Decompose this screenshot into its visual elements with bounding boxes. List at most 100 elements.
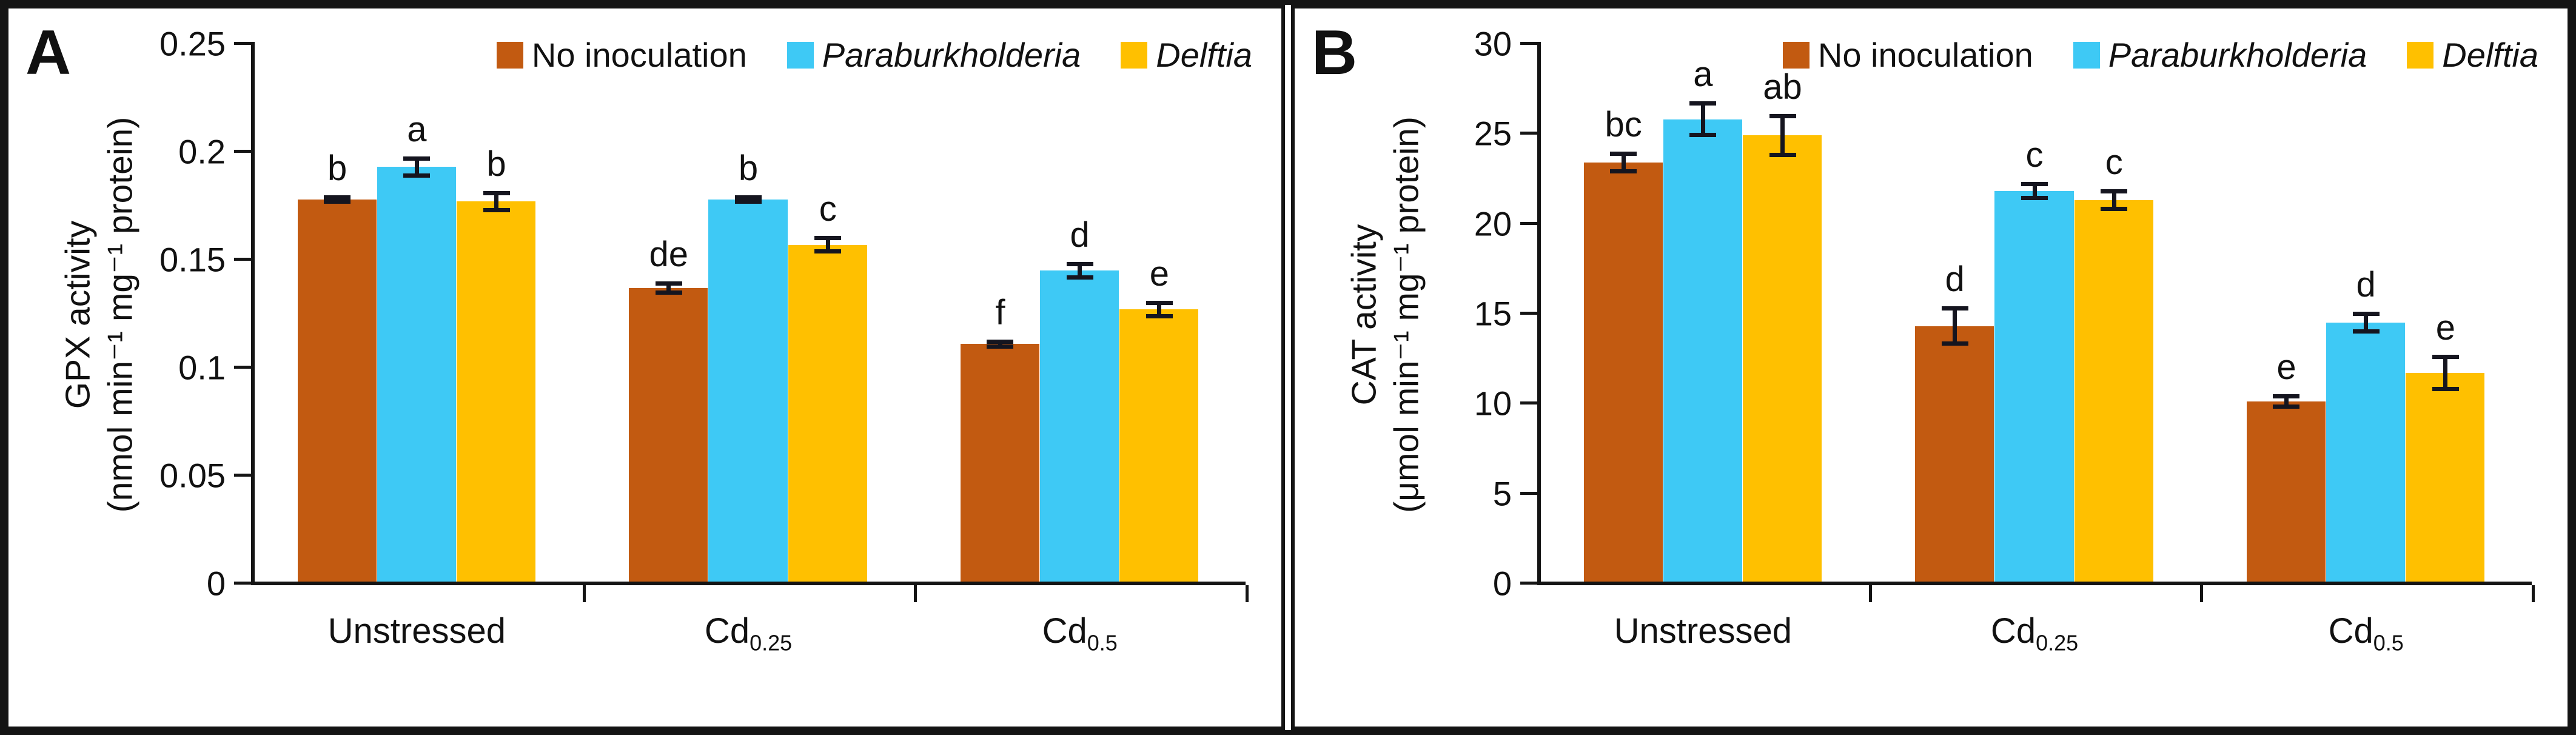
y-axis-tick-label: 0.15 [159, 240, 226, 279]
error-bar-cap-bottom [655, 290, 682, 295]
error-bar-cap-top [1066, 262, 1093, 267]
error-bar-cap-bottom [2273, 404, 2300, 409]
error-bar-cap-bottom [2352, 329, 2380, 334]
plot-area: 0 0.05 0.1 0.15 0.2 0.25 Unstressed b a b Cd0.25 de… [8, 8, 1281, 727]
error-bar-cap-bottom [1769, 152, 1796, 157]
error-bar [335, 195, 340, 204]
error-bar [1078, 262, 1082, 280]
category-label: Cd0.25 [705, 611, 792, 656]
y-axis-tick [234, 42, 251, 45]
error-bar-cap-bottom [1066, 275, 1093, 280]
error-bar [494, 190, 499, 213]
error-bar [1621, 151, 1626, 173]
category-label-base: Cd [2328, 611, 2373, 651]
y-axis-tick-label: 30 [1474, 24, 1512, 63]
significance-letter: d [1945, 260, 1965, 300]
y-axis-tick-label: 20 [1474, 204, 1512, 243]
significance-letter: d [2356, 265, 2376, 304]
error-bar [2443, 355, 2448, 391]
y-axis-tick-label: 15 [1474, 294, 1512, 333]
panel-letter: A [25, 18, 72, 88]
error-bar [1780, 113, 1785, 157]
error-bar-cap-top [1689, 101, 1717, 106]
error-bar-cap-top [403, 156, 431, 161]
y-axis-tick-label: 25 [1474, 114, 1512, 153]
y-axis-tick-label: 0.25 [159, 24, 226, 63]
bar [788, 244, 867, 582]
legend-label: No inoculation [531, 36, 747, 74]
y-axis-tick-label: 10 [1474, 384, 1512, 423]
significance-letter: e [2435, 308, 2455, 348]
bar [456, 201, 536, 582]
significance-letter: a [1693, 54, 1713, 94]
y-axis-line [1537, 42, 1541, 585]
significance-letter: a [407, 109, 427, 149]
x-axis-tick [2532, 585, 2535, 602]
bar [1583, 162, 1663, 582]
significance-letter: e [2276, 347, 2296, 388]
y-axis-tick [1520, 312, 1537, 315]
error-bar-cap-top [1145, 301, 1173, 306]
panel-a: A GPX activity (nmol min⁻¹ mg⁻¹ protein)… [5, 5, 1285, 730]
error-bar-cap-bottom [2101, 206, 2128, 211]
significance-letter: de [649, 235, 689, 275]
panel-letter: B [1312, 18, 1358, 88]
y-axis-tick [234, 150, 251, 153]
error-bar-cap-top [987, 340, 1014, 344]
category-label: Unstressed [1614, 611, 1792, 651]
y-axis-tick [1520, 582, 1537, 585]
x-axis-tick [914, 585, 917, 602]
x-axis-line [1537, 582, 2532, 585]
legend-label: Delftia [1156, 36, 1252, 74]
significance-letter: f [995, 293, 1005, 333]
legend-item: No inoculation [496, 35, 747, 75]
legend-swatch [2073, 41, 2100, 69]
significance-letter: b [738, 148, 759, 188]
error-bar-cap-bottom [324, 200, 351, 204]
legend-label: No inoculation [1817, 36, 2033, 74]
legend-label: Delftia [2442, 36, 2538, 74]
legend-item: No inoculation [1782, 35, 2033, 75]
error-bar [666, 281, 671, 295]
error-bar [414, 156, 419, 178]
plot-area: 0 5 10 15 20 25 30 Unstressed bc a ab Cd0.25 d c c Cd0.… [1295, 8, 2568, 727]
significance-letter: c [2025, 135, 2044, 175]
category-label-subscript: 0.5 [1087, 630, 1118, 656]
y-axis-tick [234, 366, 251, 369]
error-bar-cap-top [1610, 151, 1637, 156]
bar [1994, 191, 2074, 582]
error-bar [1700, 101, 1705, 138]
legend-swatch [2407, 41, 2434, 69]
error-bar-cap-top [2352, 312, 2380, 316]
legend-item: Paraburkholderia [2073, 35, 2367, 75]
x-axis-tick [2200, 585, 2204, 602]
error-bar-cap-top [2273, 394, 2300, 399]
y-axis-tick [234, 258, 251, 261]
bar [1663, 119, 1742, 582]
y-axis-tick-label: 0 [1492, 564, 1512, 603]
category-label: Cd0.5 [2329, 611, 2404, 656]
legend-swatch [496, 41, 523, 69]
error-bar [1953, 306, 1957, 346]
error-bar [2284, 394, 2289, 409]
y-axis-tick [1520, 491, 1537, 495]
significance-letter: b [327, 148, 347, 188]
y-axis-tick [1520, 401, 1537, 405]
error-bar [1157, 301, 1162, 318]
significance-letter: c [2105, 143, 2123, 183]
error-bar-cap-top [1941, 306, 1968, 311]
error-bar-cap-top [483, 190, 510, 195]
y-axis-tick-label: 5 [1492, 474, 1512, 513]
y-axis-line [251, 42, 255, 585]
category-label-subscript: 0.5 [2373, 630, 2404, 656]
legend: No inoculation Paraburkholderia Delftia [1782, 35, 2538, 75]
y-axis-tick-label: 0.1 [178, 348, 226, 387]
bar [2406, 372, 2485, 582]
error-bar-cap-bottom [1145, 314, 1173, 318]
category-label: Unstressed [328, 611, 506, 651]
bar [1119, 309, 1199, 582]
error-bar-cap-bottom [814, 249, 842, 253]
legend-item: Delftia [2407, 35, 2538, 75]
error-bar-cap-bottom [735, 200, 762, 204]
